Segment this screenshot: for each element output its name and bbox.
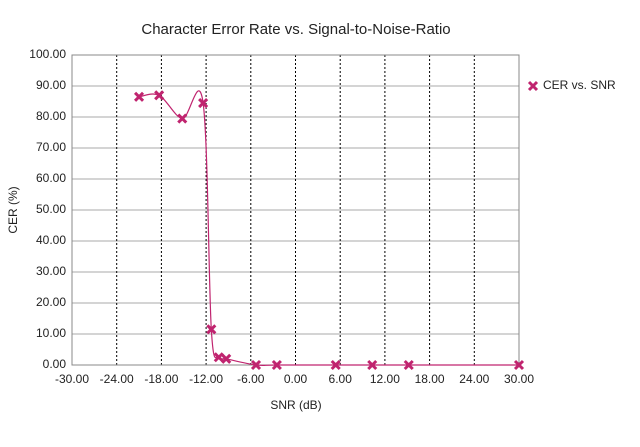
data-point xyxy=(177,113,188,124)
data-point xyxy=(206,324,217,335)
y-tick-label: 60.00 xyxy=(36,171,66,185)
data-point xyxy=(154,90,165,101)
data-point xyxy=(403,359,414,371)
data-point xyxy=(367,359,378,371)
x-tick-label: -12.00 xyxy=(189,372,223,386)
x-tick-label: 30.00 xyxy=(504,372,534,386)
x-tick-label: -24.00 xyxy=(100,372,134,386)
y-tick-label: 10.00 xyxy=(36,326,66,340)
data-point xyxy=(330,359,341,371)
x-tick-label: -6.00 xyxy=(237,372,265,386)
y-tick-label: 70.00 xyxy=(36,140,66,154)
x-axis-label: SNR (dB) xyxy=(270,398,321,412)
x-tick-label: 24.00 xyxy=(459,372,489,386)
data-point xyxy=(513,359,525,371)
x-tick-label: 6.00 xyxy=(329,372,353,386)
data-point xyxy=(250,359,262,371)
x-tick-label: 0.00 xyxy=(284,372,308,386)
y-tick-label: 80.00 xyxy=(36,109,66,123)
legend-label: CER vs. SNR xyxy=(543,78,616,92)
data-point xyxy=(213,352,224,363)
x-tick-label: 18.00 xyxy=(415,372,445,386)
chart-title: Character Error Rate vs. Signal-to-Noise… xyxy=(141,21,450,38)
x-tick-label: -30.00 xyxy=(55,372,89,386)
x-tick-label: -18.00 xyxy=(144,372,178,386)
data-point xyxy=(271,359,282,371)
data-point xyxy=(198,97,209,109)
series-line xyxy=(138,90,519,367)
y-tick-label: 50.00 xyxy=(36,202,66,216)
y-tick-label: 90.00 xyxy=(36,78,66,92)
x-tick-label: 12.00 xyxy=(370,372,400,386)
data-point xyxy=(221,353,232,364)
y-tick-label: 20.00 xyxy=(36,295,66,309)
data-point xyxy=(133,91,145,102)
legend-marker xyxy=(527,80,539,92)
y-axis-label: CER (%) xyxy=(6,186,20,233)
y-tick-label: 100.00 xyxy=(29,47,66,61)
y-tick-label: 0.00 xyxy=(43,357,67,371)
y-tick-label: 40.00 xyxy=(36,233,66,247)
y-tick-label: 30.00 xyxy=(36,264,66,278)
